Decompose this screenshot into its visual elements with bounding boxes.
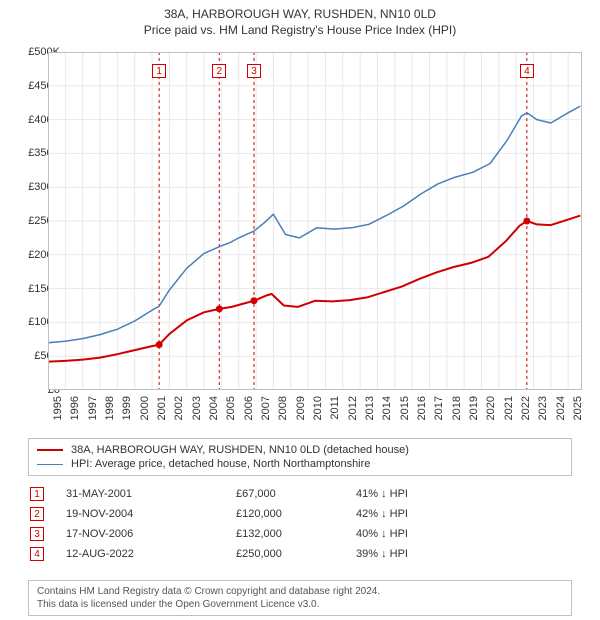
legend-item: 38A, HARBOROUGH WAY, RUSHDEN, NN10 0LD (…: [37, 443, 563, 457]
transaction-row: 317-NOV-2006£132,00040% ↓ HPI: [28, 524, 572, 544]
transaction-row: 131-MAY-2001£67,00041% ↓ HPI: [28, 484, 572, 504]
x-tick-label: 2007: [260, 396, 272, 436]
transaction-date: 19-NOV-2004: [44, 508, 236, 520]
attribution-footer: Contains HM Land Registry data © Crown c…: [28, 580, 572, 616]
x-tick-label: 2008: [277, 396, 289, 436]
sale-marker-dot: [216, 305, 223, 312]
x-tick-label: 2014: [381, 396, 393, 436]
legend-swatch: [37, 449, 63, 451]
x-tick-label: 2016: [416, 396, 428, 436]
transaction-date: 31-MAY-2001: [44, 488, 236, 500]
footer-line1: Contains HM Land Registry data © Crown c…: [37, 585, 563, 598]
transaction-row: 412-AUG-2022£250,00039% ↓ HPI: [28, 544, 572, 564]
sale-marker-badge: 2: [212, 64, 226, 78]
transactions-table: 131-MAY-2001£67,00041% ↓ HPI219-NOV-2004…: [28, 484, 572, 564]
transaction-date: 12-AUG-2022: [44, 548, 236, 560]
x-tick-label: 2020: [485, 396, 497, 436]
chart-title-line2: Price paid vs. HM Land Registry's House …: [0, 22, 600, 38]
x-tick-label: 1996: [69, 396, 81, 436]
x-tick-label: 2023: [537, 396, 549, 436]
x-tick-label: 2006: [243, 396, 255, 436]
footer-line2: This data is licensed under the Open Gov…: [37, 598, 563, 611]
x-tick-label: 2010: [312, 396, 324, 436]
sale-marker-dot: [156, 341, 163, 348]
x-tick-label: 2009: [295, 396, 307, 436]
x-tick-label: 2003: [191, 396, 203, 436]
sale-marker-dot: [523, 218, 530, 225]
x-tick-label: 2012: [347, 396, 359, 436]
x-tick-label: 2018: [451, 396, 463, 436]
legend-label: HPI: Average price, detached house, Nort…: [71, 458, 370, 470]
chart-title-line1: 38A, HARBOROUGH WAY, RUSHDEN, NN10 0LD: [0, 6, 600, 22]
x-tick-label: 2004: [208, 396, 220, 436]
x-tick-label: 2015: [399, 396, 411, 436]
transaction-badge: 3: [30, 527, 44, 541]
x-tick-label: 1999: [121, 396, 133, 436]
x-tick-label: 2021: [503, 396, 515, 436]
chart-title-block: 38A, HARBOROUGH WAY, RUSHDEN, NN10 0LD P…: [0, 0, 600, 38]
x-tick-label: 2022: [520, 396, 532, 436]
chart-svg: [48, 52, 582, 390]
x-tick-label: 2011: [329, 396, 341, 436]
transaction-badge: 2: [30, 507, 44, 521]
transaction-price: £67,000: [236, 488, 356, 500]
x-tick-label: 2024: [555, 396, 567, 436]
sale-marker-badge: 3: [247, 64, 261, 78]
transaction-delta: 41% ↓ HPI: [356, 488, 476, 500]
x-tick-label: 1997: [87, 396, 99, 436]
sale-marker-dot: [250, 297, 257, 304]
transaction-delta: 39% ↓ HPI: [356, 548, 476, 560]
legend-label: 38A, HARBOROUGH WAY, RUSHDEN, NN10 0LD (…: [71, 444, 409, 456]
sale-marker-badge: 4: [520, 64, 534, 78]
x-tick-label: 2025: [572, 396, 584, 436]
x-tick-label: 1995: [52, 396, 64, 436]
x-tick-label: 1998: [104, 396, 116, 436]
x-tick-label: 2019: [468, 396, 480, 436]
transaction-badge: 4: [30, 547, 44, 561]
legend-swatch: [37, 464, 63, 465]
x-tick-label: 2002: [173, 396, 185, 436]
transaction-price: £132,000: [236, 528, 356, 540]
transaction-date: 17-NOV-2006: [44, 528, 236, 540]
transaction-delta: 40% ↓ HPI: [356, 528, 476, 540]
sale-marker-badge: 1: [152, 64, 166, 78]
x-tick-label: 2017: [433, 396, 445, 436]
transaction-price: £250,000: [236, 548, 356, 560]
transaction-row: 219-NOV-2004£120,00042% ↓ HPI: [28, 504, 572, 524]
transaction-badge: 1: [30, 487, 44, 501]
x-tick-label: 2001: [156, 396, 168, 436]
legend: 38A, HARBOROUGH WAY, RUSHDEN, NN10 0LD (…: [28, 438, 572, 476]
price-chart: [48, 52, 582, 390]
legend-item: HPI: Average price, detached house, Nort…: [37, 457, 563, 471]
transaction-price: £120,000: [236, 508, 356, 520]
x-tick-label: 2000: [139, 396, 151, 436]
transaction-delta: 42% ↓ HPI: [356, 508, 476, 520]
x-tick-label: 2013: [364, 396, 376, 436]
x-tick-label: 2005: [225, 396, 237, 436]
